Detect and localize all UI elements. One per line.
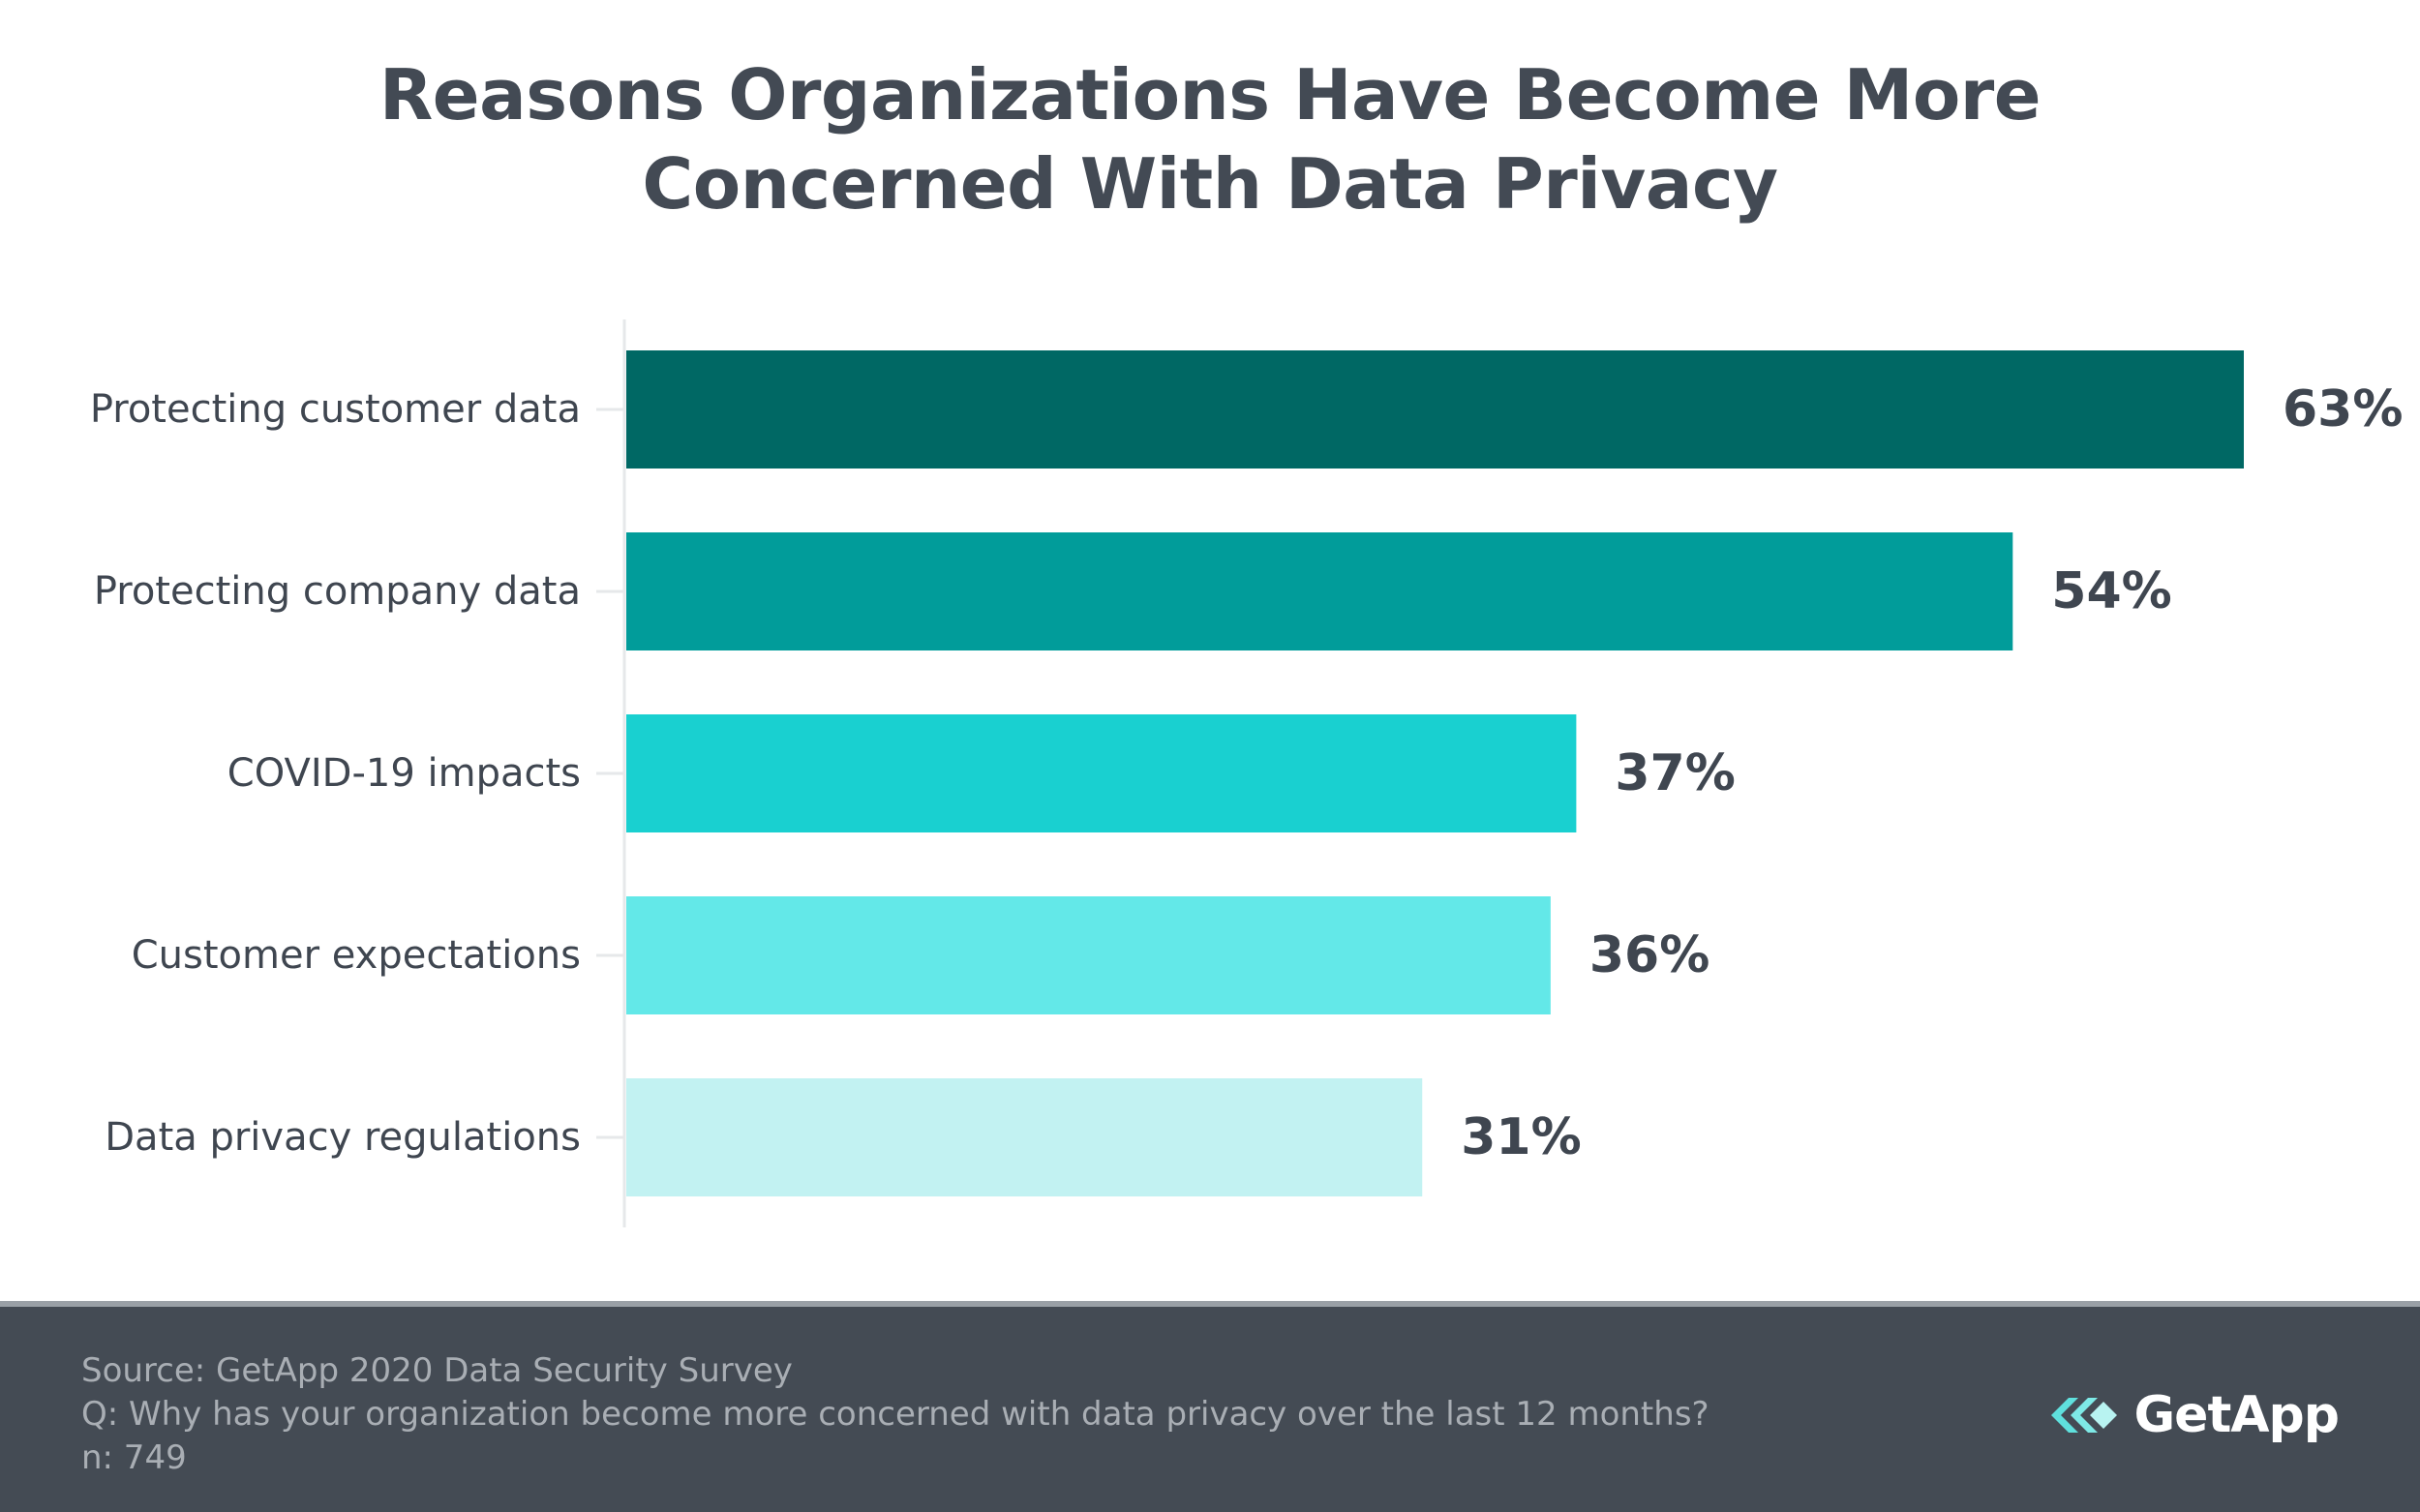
getapp-chevrons-icon (2050, 1398, 2117, 1433)
bar (626, 350, 2244, 469)
bar (626, 1078, 1423, 1196)
chart-title-line-2: Concerned With Data Privacy (642, 143, 1778, 225)
category-label: Protecting company data (94, 569, 581, 614)
value-label: 37% (1615, 744, 1735, 802)
category-label: COVID-19 impacts (227, 751, 581, 796)
footer: Source: GetApp 2020 Data Security Survey… (0, 1301, 2420, 1512)
value-label: 54% (2051, 562, 2171, 620)
survey-question-note: Q: Why has your organization become more… (81, 1395, 1709, 1434)
bar-chart: Protecting customer data 63% Protecting co… (90, 319, 2403, 1227)
value-label: 36% (1589, 926, 1709, 984)
getapp-logo: GetApp (2049, 1386, 2340, 1444)
chart-title-line-1: Reasons Organizations Have Become More (378, 54, 2042, 136)
footer-notes: Source: GetApp 2020 Data Security Survey… (81, 1349, 1709, 1480)
source-note: Source: GetApp 2020 Data Security Survey (81, 1351, 793, 1390)
category-label: Data privacy regulations (105, 1115, 581, 1160)
bar (626, 532, 2013, 650)
brand-name: GetApp (2133, 1386, 2340, 1444)
value-label: 31% (1461, 1108, 1581, 1166)
sample-size-note: n: 749 (81, 1438, 187, 1477)
bar (626, 896, 1551, 1014)
value-label: 63% (2283, 380, 2403, 438)
category-label: Protecting customer data (90, 387, 581, 432)
bars-group: Protecting customer data 63% Protecting co… (90, 350, 2403, 1196)
category-label: Customer expectations (132, 933, 581, 978)
chart-title: Reasons Organizations Have Become More C… (0, 50, 2420, 228)
bar (626, 714, 1577, 832)
